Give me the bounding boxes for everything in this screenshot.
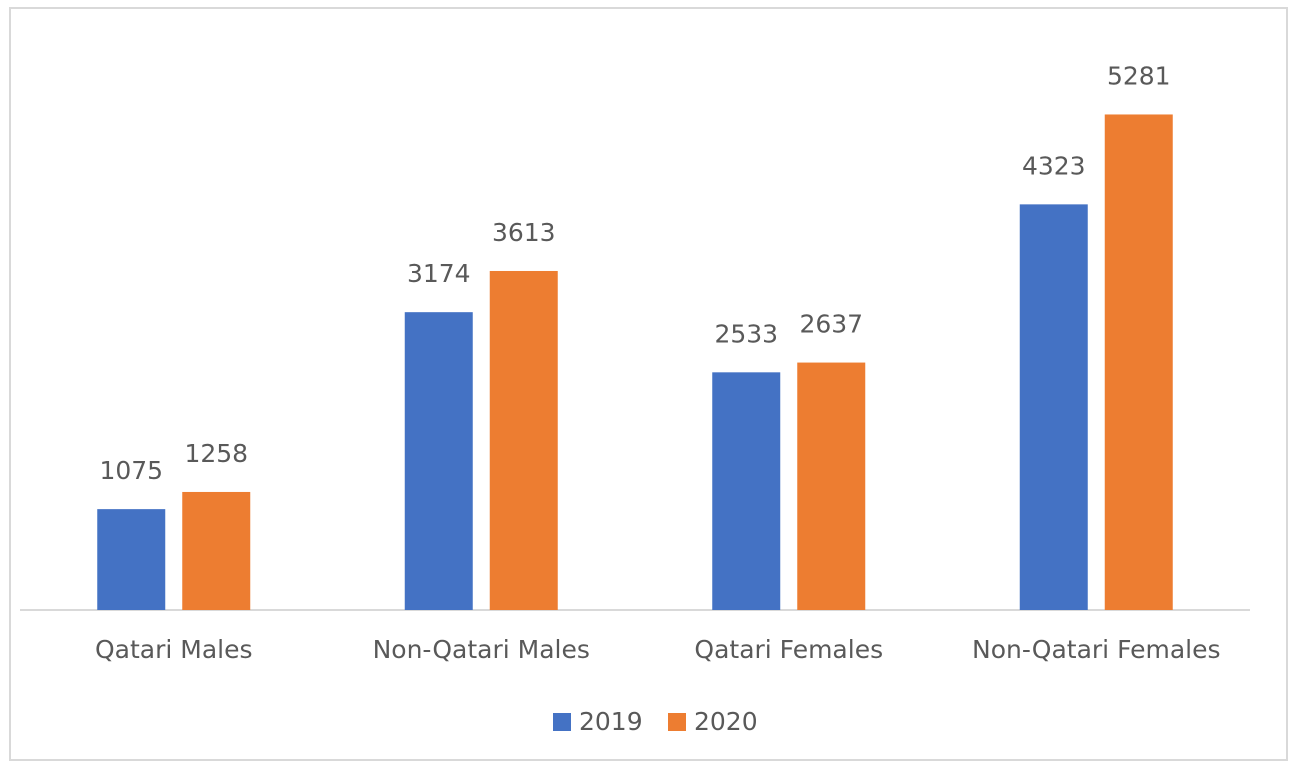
legend-label: 2019: [579, 707, 643, 736]
bar: [1104, 114, 1173, 611]
bar: [404, 312, 473, 610]
data-label: 2533: [714, 319, 778, 348]
data-label: 5281: [1107, 61, 1171, 90]
x-tick-label: Non-Qatari Females: [972, 635, 1221, 664]
data-label: 3174: [407, 259, 471, 288]
bar: [712, 372, 781, 610]
bar: [1019, 204, 1088, 610]
data-label: 1075: [99, 456, 163, 485]
bar: [797, 362, 866, 610]
data-label: 3613: [492, 218, 556, 247]
legend-swatch: [553, 713, 571, 731]
bar: [489, 270, 558, 610]
legend-swatch: [668, 713, 686, 731]
data-label: 1258: [184, 439, 248, 468]
x-tick-label: Non-Qatari Males: [373, 635, 590, 664]
legend-label: 2020: [694, 707, 758, 736]
x-tick-label: Qatari Males: [95, 635, 253, 664]
bar: [97, 509, 166, 610]
x-tick-label: Qatari Females: [694, 635, 883, 664]
bar: [182, 491, 251, 610]
data-label: 4323: [1022, 151, 1086, 180]
data-label: 2637: [799, 310, 863, 339]
